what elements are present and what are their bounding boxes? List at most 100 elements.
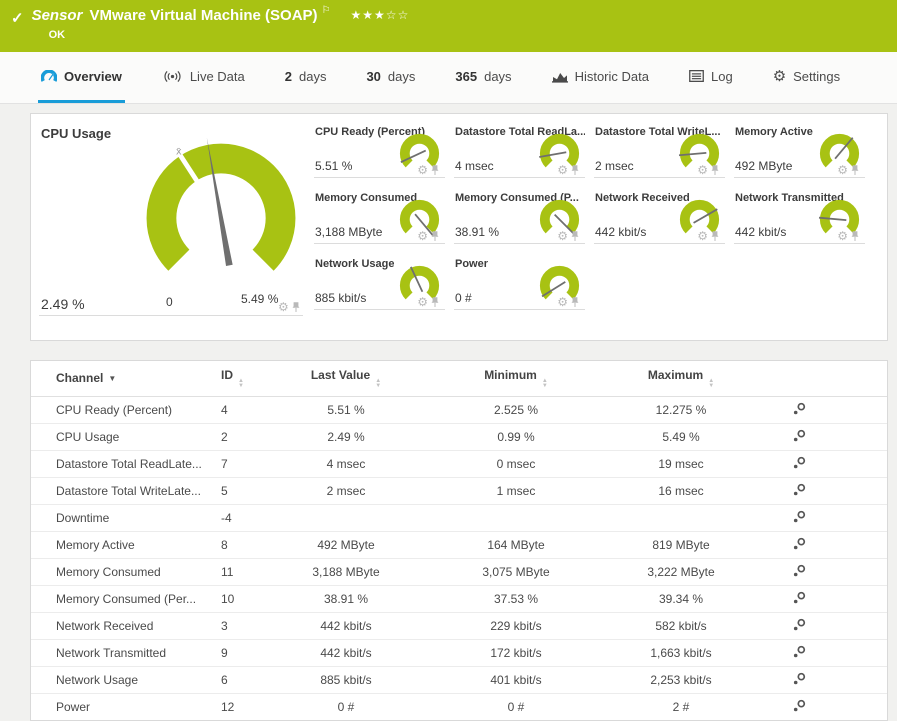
tab-settings[interactable]: ⚙ Settings (772, 67, 841, 85)
mini-gauge-cell[interactable]: Power 0 # ⚙ (451, 248, 591, 314)
tab-overview[interactable]: Overview (38, 52, 125, 103)
mini-gauge-cell[interactable]: Network Received 442 kbit/s ⚙ (591, 182, 731, 248)
gauge-pin-icon[interactable] (711, 164, 719, 176)
gauge-pin-icon[interactable] (711, 230, 719, 242)
channel-row[interactable]: Memory Consumed 11 3,188 MByte 3,075 MBy… (31, 558, 887, 586)
channel-name[interactable]: CPU Ready (Percent) (31, 396, 221, 424)
gauge-gear-icon[interactable]: ⚙ (557, 163, 568, 177)
gauge-gear-icon[interactable]: ⚙ (697, 163, 708, 177)
gauge-channel-label: Memory Consumed (P... (455, 192, 579, 204)
column-header-last-value[interactable]: Last Value ▲ ▼ (291, 361, 401, 397)
tab-bar: Overview Live Data 2 days 30 days 365 days … (0, 52, 897, 104)
gauge-pin-icon[interactable] (571, 164, 579, 176)
channel-settings-icon[interactable] (793, 537, 806, 553)
channel-settings-icon[interactable] (793, 402, 806, 418)
channel-name[interactable]: Downtime (31, 504, 221, 532)
channel-settings-icon[interactable] (793, 591, 806, 607)
flag-icon[interactable]: ⚐ (321, 5, 331, 16)
channel-row[interactable]: CPU Ready (Percent) 4 5.51 % 2.525 % 12.… (31, 396, 887, 424)
channel-settings-icon[interactable] (793, 483, 806, 499)
mini-gauge-cell[interactable]: CPU Ready (Percent) 5.51 % ⚙ (311, 116, 451, 182)
mini-gauge (539, 265, 580, 300)
mini-gauge (399, 133, 440, 168)
mini-gauge-cell[interactable]: Memory Active 492 MByte ⚙ (731, 116, 871, 182)
channel-row[interactable]: Datastore Total WriteLate... 5 2 msec 1 … (31, 477, 887, 505)
channel-name[interactable]: Datastore Total WriteLate... (31, 477, 221, 505)
gauge-pin-icon[interactable] (571, 296, 579, 308)
gauge-pin-icon[interactable] (431, 164, 439, 176)
mini-gauge-cell[interactable]: Network Usage 885 kbit/s ⚙ (311, 248, 451, 314)
tab-30-days[interactable]: 30 days (366, 68, 416, 84)
tab-live-data[interactable]: Live Data (159, 52, 248, 103)
channel-settings-icon[interactable] (793, 510, 806, 526)
channel-name[interactable]: Network Usage (31, 666, 221, 694)
channel-maximum: 39.34 % (631, 585, 731, 613)
gauge-gear-icon[interactable]: ⚙ (837, 229, 848, 243)
channel-last-value: 2 msec (291, 477, 401, 505)
table-header-row: Channel ▼ ID ▲ ▼ Last Value ▲ ▼ Minimum ▲ ▼ Max… (31, 361, 887, 397)
channel-name[interactable]: Network Received (31, 612, 221, 640)
tab-historic-data[interactable]: Historic Data (549, 52, 652, 103)
channel-row[interactable]: Network Usage 6 885 kbit/s 401 kbit/s 2,… (31, 666, 887, 694)
channel-name[interactable]: Datastore Total ReadLate... (31, 450, 221, 478)
channel-row[interactable]: Datastore Total ReadLate... 7 4 msec 0 m… (31, 450, 887, 478)
mini-gauge-cell[interactable]: Memory Consumed 3,188 MByte ⚙ (311, 182, 451, 248)
channel-name[interactable]: Power (31, 693, 221, 720)
gauge-pin-icon[interactable] (851, 230, 859, 242)
gauge-gear-icon[interactable]: ⚙ (417, 229, 428, 243)
gauge-pin-icon[interactable] (292, 301, 300, 313)
channel-settings-icon[interactable] (793, 564, 806, 580)
channel-id: 8 (221, 531, 291, 559)
channel-row[interactable]: CPU Usage 2 2.49 % 0.99 % 5.49 % (31, 423, 887, 451)
gauge-gear-icon[interactable]: ⚙ (278, 300, 289, 314)
mini-gauge (819, 133, 860, 168)
tab-2-days[interactable]: 2 days (284, 68, 327, 84)
gauge-gear-icon[interactable]: ⚙ (837, 163, 848, 177)
column-header-channel[interactable]: Channel ▼ (31, 361, 221, 397)
channel-settings-icon[interactable] (793, 699, 806, 715)
channel-id: 4 (221, 396, 291, 424)
gauge-value: 2.49 % (41, 296, 85, 312)
channel-settings-icon[interactable] (793, 618, 806, 634)
mini-gauge-cell[interactable]: Datastore Total WriteL... 2 msec ⚙ (591, 116, 731, 182)
channel-settings-icon[interactable] (793, 672, 806, 688)
column-header-id[interactable]: ID ▲ ▼ (221, 361, 291, 397)
sort-icon: ▲ ▼ (541, 377, 548, 389)
gauge-pin-icon[interactable] (851, 164, 859, 176)
channel-row[interactable]: Downtime -4 (31, 504, 887, 532)
gauge-gear-icon[interactable]: ⚙ (417, 295, 428, 309)
channel-settings-icon[interactable] (793, 429, 806, 445)
channel-name[interactable]: Network Transmitted (31, 639, 221, 667)
channel-minimum: 0 msec (401, 450, 631, 478)
gauge-gear-icon[interactable]: ⚙ (697, 229, 708, 243)
channel-row[interactable]: Power 12 0 # 0 # 2 # (31, 693, 887, 720)
channel-last-value: 2.49 % (291, 423, 401, 451)
gauge-pin-icon[interactable] (431, 230, 439, 242)
column-header-minimum[interactable]: Minimum ▲ ▼ (401, 361, 631, 397)
gauge-value: 885 kbit/s (315, 291, 367, 305)
mini-gauge-cell[interactable]: Memory Consumed (P... 38.91 % ⚙ (451, 182, 591, 248)
channel-name[interactable]: Memory Active (31, 531, 221, 559)
channel-row[interactable]: Memory Active 8 492 MByte 164 MByte 819 … (31, 531, 887, 559)
gauge-pin-icon[interactable] (431, 296, 439, 308)
channel-settings-icon[interactable] (793, 456, 806, 472)
column-header-maximum[interactable]: Maximum ▲ ▼ (631, 361, 731, 397)
gauge-gear-icon[interactable]: ⚙ (417, 163, 428, 177)
channel-name[interactable]: Memory Consumed (Per... (31, 585, 221, 613)
tab-log[interactable]: Log (686, 52, 736, 103)
mini-gauge-cell[interactable]: Datastore Total ReadLa... 4 msec ⚙ (451, 116, 591, 182)
main-gauge-cell[interactable]: CPU Usage x̄ 2.49 % 0 5.49 % ⚙ (31, 114, 311, 340)
gauge-pin-icon[interactable] (571, 230, 579, 242)
mini-gauge-cell[interactable]: Network Transmitted 442 kbit/s ⚙ (731, 182, 871, 248)
star-rating[interactable]: ★★★☆☆ (350, 8, 410, 22)
gauge-gear-icon[interactable]: ⚙ (557, 295, 568, 309)
channel-name[interactable]: CPU Usage (31, 423, 221, 451)
channel-row[interactable]: Memory Consumed (Per... 10 38.91 % 37.53… (31, 585, 887, 613)
channel-settings-icon[interactable] (793, 645, 806, 661)
gauge-gear-icon[interactable]: ⚙ (557, 229, 568, 243)
gauge-channel-label: Network Transmitted (735, 192, 844, 204)
tab-365-days[interactable]: 365 days (455, 68, 512, 84)
channel-name[interactable]: Memory Consumed (31, 558, 221, 586)
channel-row[interactable]: Network Transmitted 9 442 kbit/s 172 kbi… (31, 639, 887, 667)
channel-row[interactable]: Network Received 3 442 kbit/s 229 kbit/s… (31, 612, 887, 640)
